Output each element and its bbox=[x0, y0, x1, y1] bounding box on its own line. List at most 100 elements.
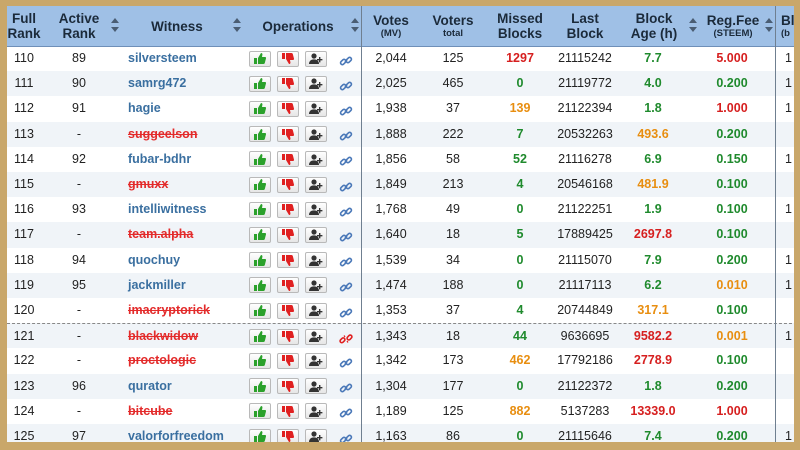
chain-link-icon[interactable] bbox=[339, 152, 353, 166]
header-truncated-column[interactable]: Bl (b bbox=[777, 6, 794, 46]
add-proxy-button[interactable] bbox=[305, 201, 327, 218]
vote-up-button[interactable] bbox=[249, 378, 271, 395]
vote-down-button[interactable] bbox=[277, 403, 299, 420]
vote-up-button[interactable] bbox=[249, 100, 271, 117]
vote-up-button[interactable] bbox=[249, 126, 271, 143]
witness-name[interactable]: team.alpha bbox=[128, 227, 194, 242]
witness-name-link[interactable]: intelliwitness bbox=[121, 197, 240, 222]
witness-name-link[interactable]: qurator bbox=[121, 374, 240, 399]
add-proxy-button[interactable] bbox=[305, 226, 327, 243]
vote-down-button[interactable] bbox=[277, 302, 299, 319]
vote-up-button[interactable] bbox=[249, 277, 271, 294]
add-proxy-button[interactable] bbox=[305, 100, 327, 117]
chain-link-icon[interactable] bbox=[339, 404, 353, 418]
vote-down-button[interactable] bbox=[277, 277, 299, 294]
witness-name[interactable]: blackwidow bbox=[128, 329, 199, 344]
add-proxy-button[interactable] bbox=[305, 151, 327, 168]
vote-down-button[interactable] bbox=[277, 176, 299, 193]
witness-name-link[interactable]: blackwidow bbox=[121, 324, 240, 349]
add-proxy-button[interactable] bbox=[305, 277, 327, 294]
witness-name[interactable]: hagie bbox=[128, 101, 161, 116]
witness-name[interactable]: valorforfreedom bbox=[128, 429, 224, 442]
add-proxy-button[interactable] bbox=[305, 403, 327, 420]
header-active-rank[interactable]: Active Rank bbox=[47, 6, 121, 46]
vote-up-button[interactable] bbox=[249, 201, 271, 218]
header-operations[interactable]: Operations bbox=[243, 6, 361, 46]
chain-link-icon[interactable] bbox=[339, 379, 353, 393]
vote-down-button[interactable] bbox=[277, 378, 299, 395]
header-witness[interactable]: Witness bbox=[121, 6, 243, 46]
witness-name-link[interactable]: jackmiller bbox=[121, 273, 240, 298]
witness-name[interactable]: samrg472 bbox=[128, 76, 187, 91]
add-proxy-button[interactable] bbox=[305, 352, 327, 369]
witness-name[interactable]: fubar-bdhr bbox=[128, 151, 192, 166]
vote-down-button[interactable] bbox=[277, 100, 299, 117]
vote-up-button[interactable] bbox=[249, 328, 271, 345]
witness-name-link[interactable]: gmuxx bbox=[121, 172, 240, 197]
chain-link-icon[interactable] bbox=[339, 77, 353, 91]
witness-name[interactable]: bitcube bbox=[128, 403, 173, 418]
vote-down-button[interactable] bbox=[277, 328, 299, 345]
vote-down-button[interactable] bbox=[277, 50, 299, 67]
witness-name[interactable]: imacryptorick bbox=[128, 303, 210, 317]
witness-name[interactable]: silversteem bbox=[128, 51, 197, 65]
header-voters[interactable]: Voters total bbox=[419, 6, 487, 46]
witness-name-link[interactable]: imacryptorick bbox=[121, 298, 240, 323]
witness-name-link[interactable]: hagie bbox=[121, 96, 240, 121]
chain-link-icon[interactable] bbox=[339, 430, 353, 442]
vote-up-button[interactable] bbox=[249, 151, 271, 168]
add-proxy-button[interactable] bbox=[305, 176, 327, 193]
witness-name-link[interactable]: bitcube bbox=[121, 399, 240, 424]
vote-up-button[interactable] bbox=[249, 352, 271, 369]
vote-up-button[interactable] bbox=[249, 75, 271, 92]
witness-name-link[interactable]: valorforfreedom bbox=[121, 424, 240, 442]
vote-up-button[interactable] bbox=[249, 252, 271, 269]
add-proxy-button[interactable] bbox=[305, 50, 327, 67]
add-proxy-button[interactable] bbox=[305, 378, 327, 395]
vote-up-button[interactable] bbox=[249, 50, 271, 67]
broken-link-icon[interactable] bbox=[339, 330, 353, 344]
witness-name[interactable]: gmuxx bbox=[128, 177, 169, 191]
vote-up-button[interactable] bbox=[249, 176, 271, 193]
witness-name-link[interactable]: quochuy bbox=[121, 248, 240, 273]
add-proxy-button[interactable] bbox=[305, 252, 327, 269]
chain-link-icon[interactable] bbox=[339, 203, 353, 217]
header-block-age[interactable]: Block Age (h) bbox=[617, 6, 699, 46]
vote-down-button[interactable] bbox=[277, 75, 299, 92]
witness-name[interactable]: qurator bbox=[128, 378, 172, 393]
header-reg-fee[interactable]: Reg.Fee (STEEM) bbox=[699, 6, 775, 46]
vote-down-button[interactable] bbox=[277, 352, 299, 369]
chain-link-icon[interactable] bbox=[339, 127, 353, 141]
add-proxy-button[interactable] bbox=[305, 302, 327, 319]
chain-link-icon[interactable] bbox=[339, 304, 353, 318]
vote-down-button[interactable] bbox=[277, 226, 299, 243]
add-proxy-button[interactable] bbox=[305, 328, 327, 345]
vote-up-button[interactable] bbox=[249, 302, 271, 319]
witness-name[interactable]: jackmiller bbox=[128, 277, 186, 292]
witness-name[interactable]: intelliwitness bbox=[128, 202, 207, 217]
witness-name[interactable]: proctologic bbox=[128, 353, 197, 368]
chain-link-icon[interactable] bbox=[339, 354, 353, 368]
vote-down-button[interactable] bbox=[277, 201, 299, 218]
witness-name-link[interactable]: silversteem bbox=[121, 46, 240, 71]
header-votes[interactable]: Votes (MV) bbox=[363, 6, 419, 46]
chain-link-icon[interactable] bbox=[339, 52, 353, 66]
witness-name[interactable]: quochuy bbox=[128, 252, 181, 267]
header-missed-blocks[interactable]: Missed Blocks bbox=[487, 6, 553, 46]
vote-down-button[interactable] bbox=[277, 428, 299, 442]
vote-up-button[interactable] bbox=[249, 428, 271, 442]
vote-down-button[interactable] bbox=[277, 126, 299, 143]
chain-link-icon[interactable] bbox=[339, 228, 353, 242]
header-last-block[interactable]: Last Block bbox=[553, 6, 617, 46]
vote-up-button[interactable] bbox=[249, 226, 271, 243]
witness-name-link[interactable]: suggeelson bbox=[121, 122, 240, 147]
witness-name[interactable]: suggeelson bbox=[128, 126, 198, 141]
chain-link-icon[interactable] bbox=[339, 278, 353, 292]
add-proxy-button[interactable] bbox=[305, 428, 327, 442]
add-proxy-button[interactable] bbox=[305, 75, 327, 92]
vote-down-button[interactable] bbox=[277, 252, 299, 269]
chain-link-icon[interactable] bbox=[339, 253, 353, 267]
add-proxy-button[interactable] bbox=[305, 126, 327, 143]
header-full-rank[interactable]: Full Rank bbox=[7, 6, 41, 46]
witness-name-link[interactable]: proctologic bbox=[121, 348, 240, 373]
